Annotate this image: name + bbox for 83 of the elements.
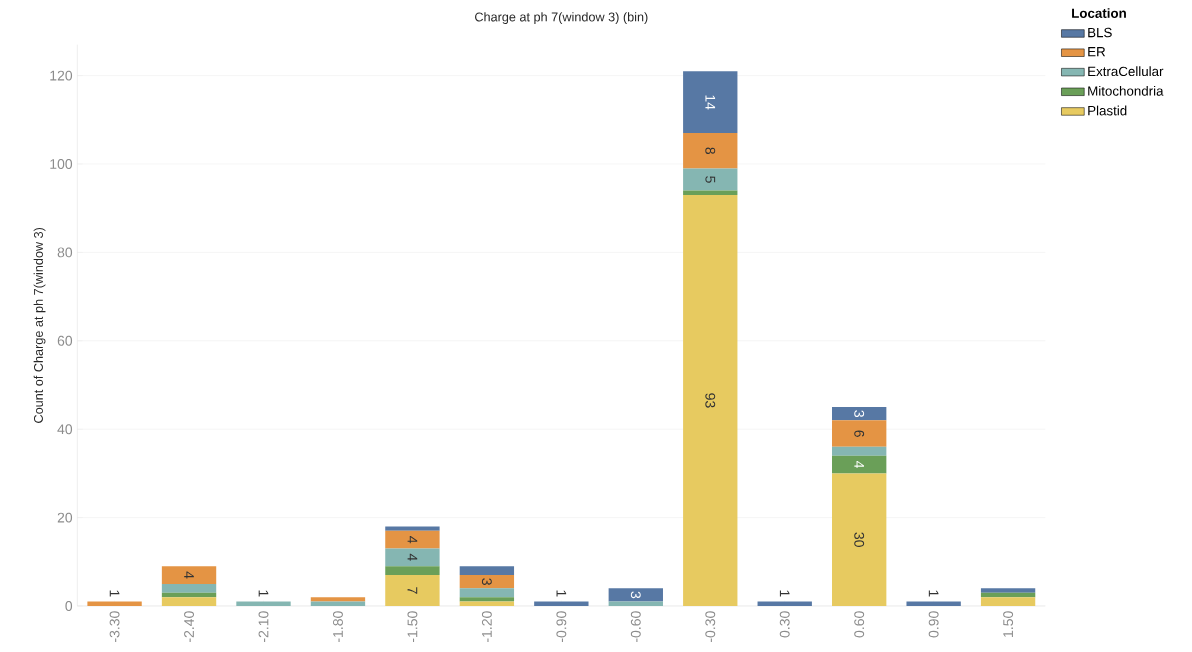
y-tick-label: 100 — [50, 159, 73, 169]
bar — [683, 71, 738, 134]
y-tick-label: 60 — [57, 335, 73, 346]
x-tick-label: -0.30 — [705, 611, 716, 642]
data-label: 4 — [854, 460, 864, 469]
legend-label: BLS — [1088, 27, 1112, 38]
bar — [683, 190, 738, 195]
data-label: 14 — [705, 95, 716, 110]
bar — [608, 588, 663, 602]
data-label: 3 — [630, 591, 641, 599]
x-tick-label: -2.40 — [184, 611, 194, 642]
bar — [757, 601, 812, 606]
x-tick-label: 1.50 — [1003, 611, 1014, 637]
legend-label: Plastid — [1088, 105, 1127, 116]
data-label: 1 — [779, 590, 790, 597]
x-tick-label: 0.30 — [779, 611, 790, 638]
bar — [236, 601, 291, 606]
bar — [385, 575, 440, 606]
data-label: 3 — [854, 410, 865, 417]
data-label: 8 — [705, 147, 716, 155]
data-label: 4 — [407, 536, 418, 544]
x-tick-label: -0.90 — [556, 611, 567, 642]
bar — [385, 530, 440, 549]
bar — [980, 588, 1036, 593]
y-axis-title: Count of Charge at ph 7(window 3) — [33, 227, 46, 423]
bar — [832, 420, 887, 447]
bar — [310, 597, 366, 602]
bar — [683, 194, 738, 606]
bar — [683, 168, 738, 191]
data-label: 1 — [556, 590, 567, 597]
legend-label: Mitochondria — [1088, 85, 1164, 96]
bar — [980, 592, 1036, 598]
bar — [832, 455, 887, 474]
y-tick-label: 40 — [57, 424, 73, 435]
x-tick-label: -1.50 — [407, 611, 418, 642]
bar — [385, 566, 440, 576]
x-tick-label: -2.10 — [258, 611, 269, 642]
bar — [385, 548, 440, 567]
y-tick-label: 20 — [57, 512, 73, 523]
bar — [534, 601, 589, 606]
bar — [832, 407, 887, 421]
legend-label: ER — [1088, 47, 1106, 57]
y-tick-label: 0 — [65, 601, 73, 611]
bar — [161, 597, 217, 606]
data-label: 5 — [705, 176, 716, 183]
bar — [459, 597, 515, 602]
bar — [980, 597, 1036, 606]
chart-title: Charge at ph 7(window 3) (bin) — [475, 12, 648, 24]
x-tick-label: -0.60 — [630, 611, 641, 642]
x-tick-label: 0.60 — [854, 611, 865, 638]
bar — [459, 601, 515, 606]
data-label: 1 — [109, 590, 120, 597]
y-tick-label: 120 — [50, 70, 73, 81]
bar — [161, 566, 217, 584]
bar — [161, 592, 217, 598]
x-tick-label: 0.90 — [928, 611, 939, 638]
data-label: 4 — [184, 571, 194, 579]
x-tick-label: -1.80 — [333, 611, 343, 642]
data-label: 93 — [705, 393, 716, 408]
data-label: 4 — [407, 553, 418, 561]
bar — [385, 526, 440, 531]
data-label: 30 — [854, 532, 865, 547]
data-label: 1 — [258, 590, 269, 597]
data-label: 6 — [854, 430, 865, 437]
bar — [906, 601, 961, 606]
bar — [832, 473, 887, 606]
legend-label: ExtraCellular — [1088, 66, 1164, 77]
bar — [683, 133, 738, 169]
bar — [832, 446, 887, 456]
data-label: 7 — [407, 587, 418, 594]
bar — [459, 566, 515, 576]
bar — [459, 588, 515, 598]
bar — [87, 601, 142, 606]
y-tick-label: 80 — [57, 247, 73, 258]
bar — [459, 575, 515, 589]
data-label: 3 — [481, 578, 492, 585]
bar — [608, 601, 663, 606]
legend-title: Location — [1072, 8, 1126, 18]
x-tick-label: -3.30 — [109, 611, 120, 642]
data-label: 1 — [928, 590, 939, 597]
x-tick-label: -1.20 — [481, 611, 492, 642]
bar — [161, 583, 217, 593]
bar — [310, 601, 366, 606]
